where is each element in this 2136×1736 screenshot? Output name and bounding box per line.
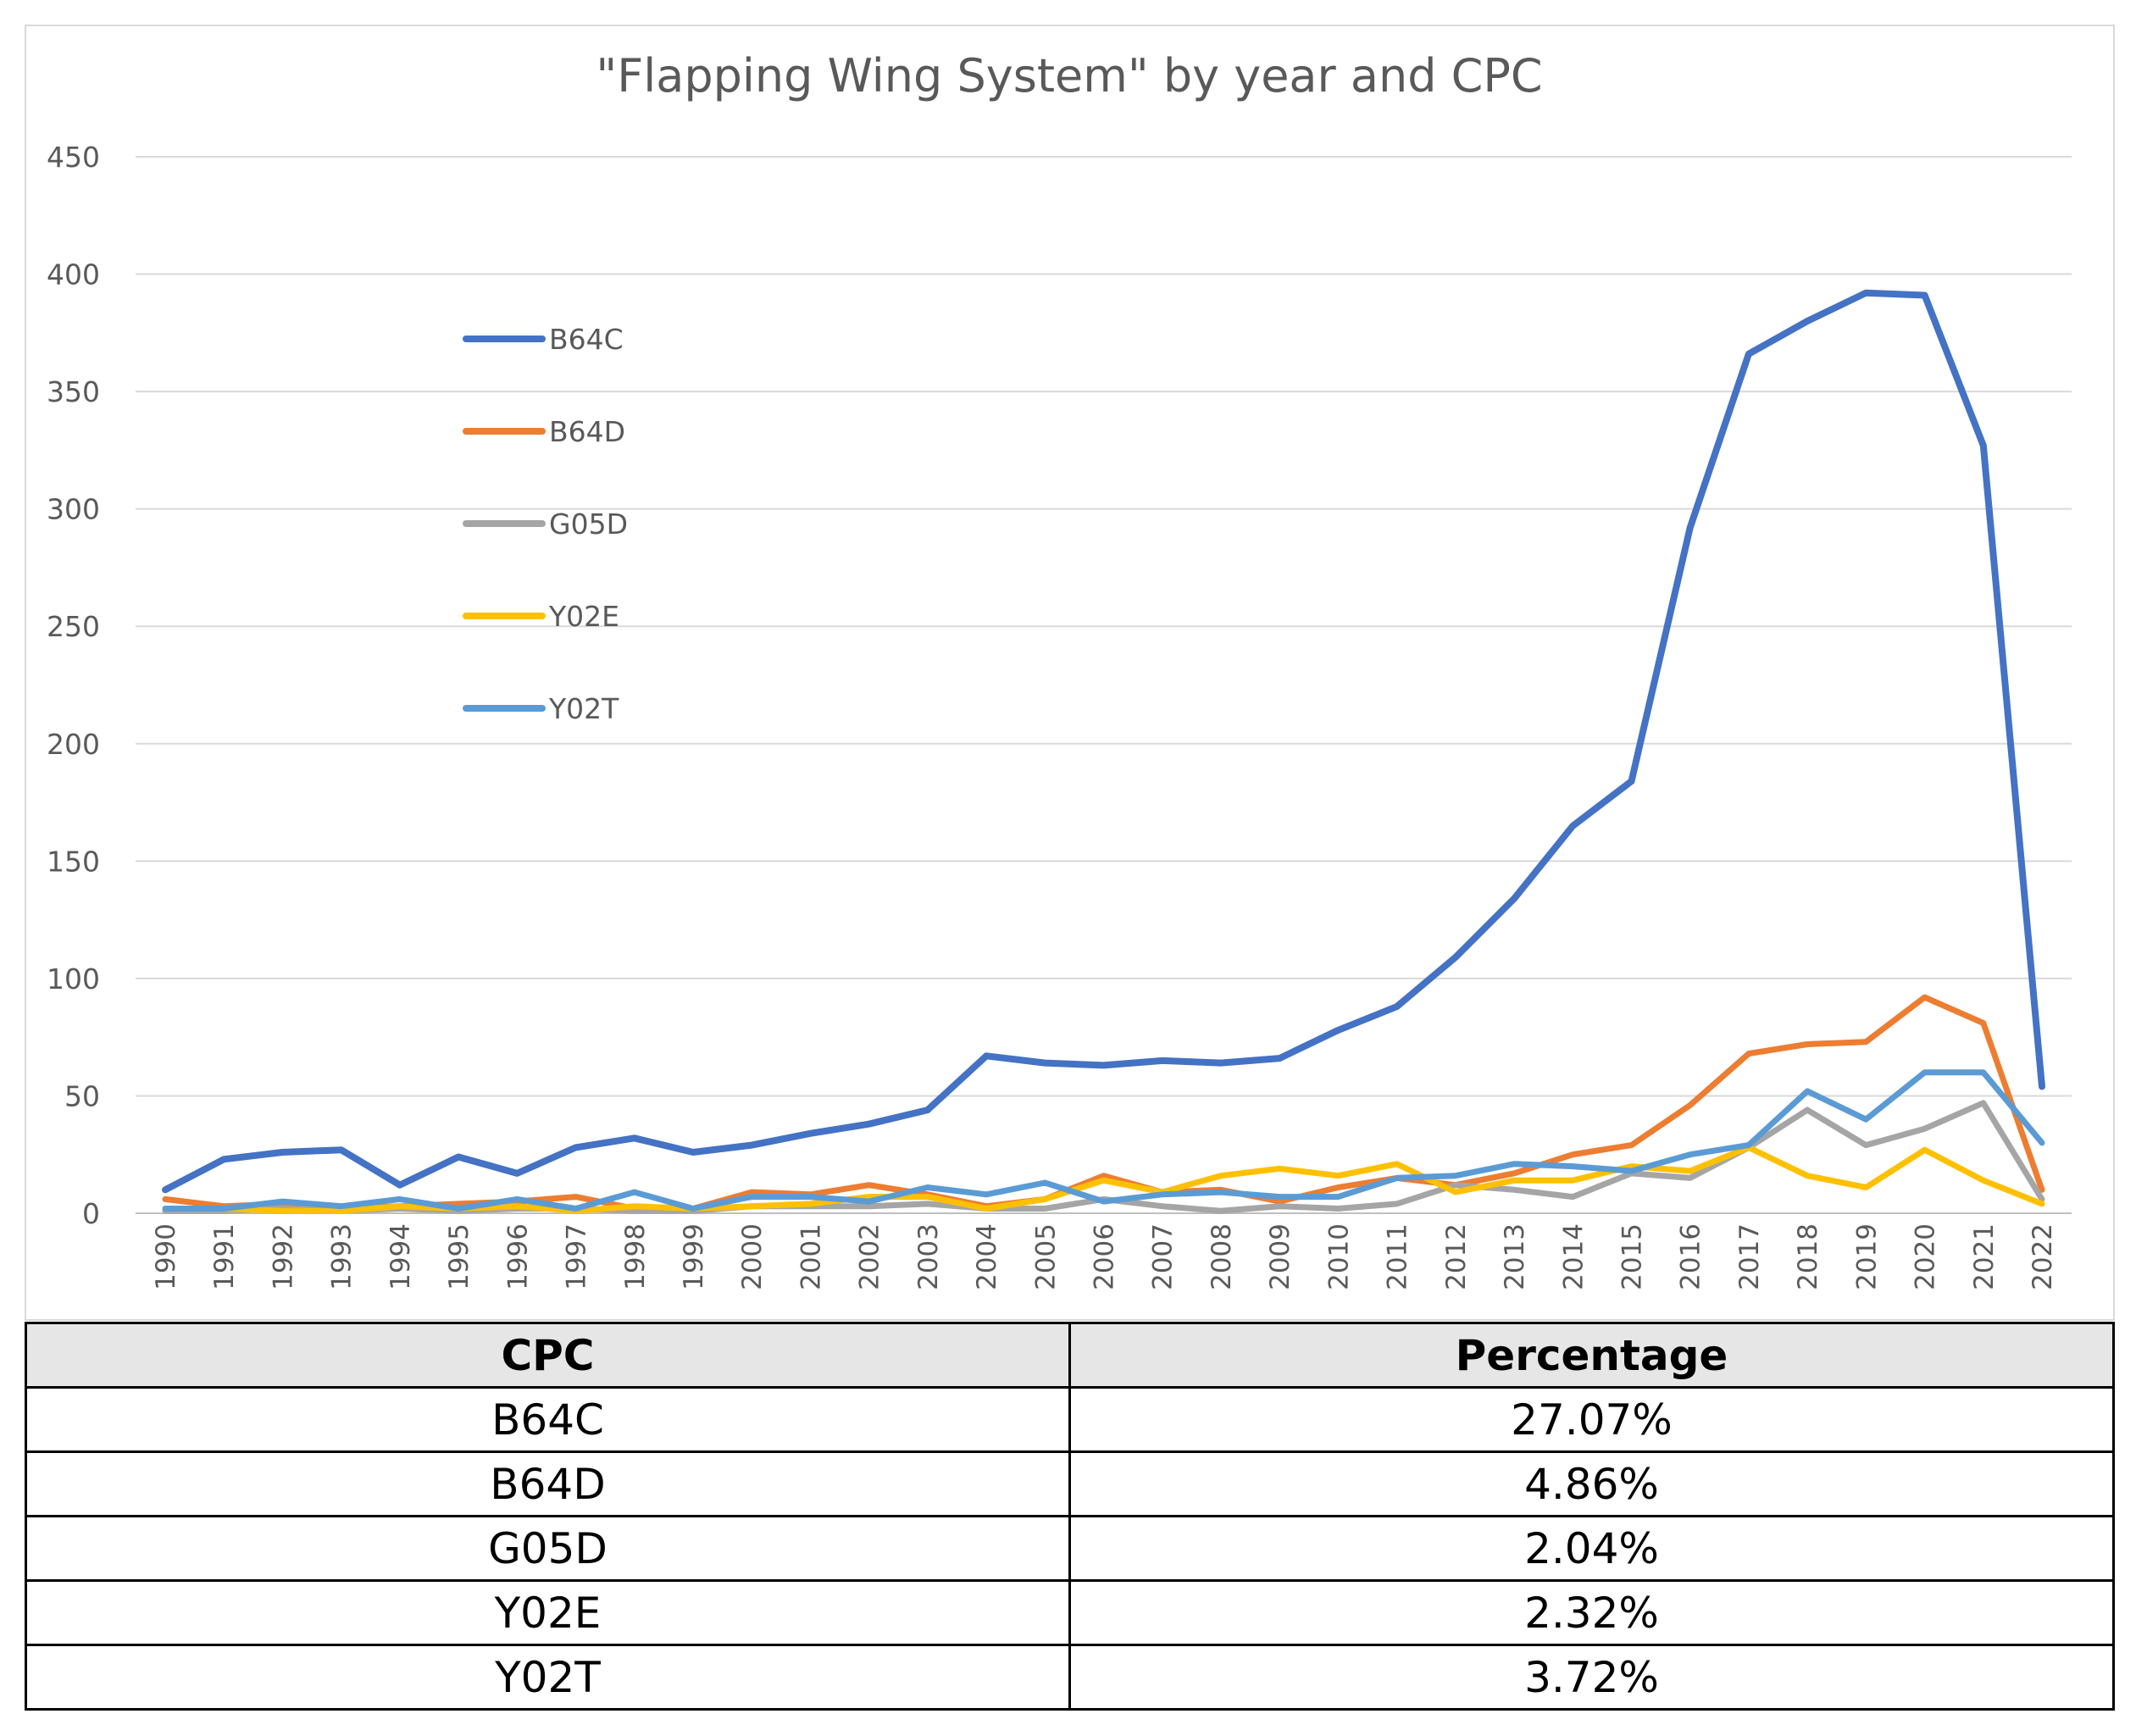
x-tick-label: 2002 bbox=[855, 1223, 885, 1290]
x-tick-label: 2021 bbox=[1969, 1223, 2000, 1290]
x-tick-label: 2008 bbox=[1207, 1223, 1237, 1290]
x-tick-label: 1995 bbox=[444, 1223, 474, 1290]
percentage-cell: 27.07% bbox=[1068, 1386, 2115, 1453]
x-tick-label: 2013 bbox=[1500, 1223, 1530, 1290]
series-lines bbox=[162, 289, 2045, 1214]
y-tick-label: 150 bbox=[47, 845, 100, 878]
y-tick-label: 0 bbox=[82, 1197, 100, 1230]
percentage-cell: 2.32% bbox=[1068, 1579, 2115, 1646]
x-tick-label: 2009 bbox=[1265, 1223, 1295, 1290]
table-header-row: CPC Percentage bbox=[25, 1322, 2115, 1389]
cpc-cell: B64D bbox=[25, 1450, 1071, 1517]
line-chart: "Flapping Wing System" by year and CPC 0… bbox=[47, 49, 2072, 1290]
x-tick-label: 1991 bbox=[209, 1223, 240, 1290]
x-tick-label: 1994 bbox=[386, 1223, 416, 1290]
table-row: B64D 4.86% bbox=[25, 1450, 2115, 1517]
y-tick-label: 300 bbox=[47, 493, 100, 526]
x-tick-label: 2005 bbox=[1030, 1223, 1061, 1290]
series-line-g05d bbox=[162, 1100, 2045, 1214]
x-tick-label: 2003 bbox=[913, 1223, 944, 1290]
legend-label: G05D bbox=[549, 507, 628, 541]
percentage-cell: 3.72% bbox=[1068, 1644, 2115, 1711]
legend-label: Y02T bbox=[548, 692, 619, 725]
chart-title: "Flapping Wing System" by year and CPC bbox=[596, 49, 1542, 103]
x-tick-label: 2019 bbox=[1851, 1223, 1882, 1290]
x-tick-label: 1998 bbox=[620, 1223, 651, 1290]
legend-label: Y02E bbox=[548, 600, 619, 633]
legend: B64C B64D G05D Y02E Y02T bbox=[463, 323, 628, 725]
table-row: Y02E 2.32% bbox=[25, 1579, 2115, 1646]
header-percentage: Percentage bbox=[1068, 1322, 2115, 1389]
y-tick-label: 400 bbox=[47, 258, 100, 291]
x-tick-label: 1997 bbox=[562, 1223, 592, 1290]
cpc-percentage-table: CPC Percentage B64C 27.07% B64D 4.86% G0… bbox=[25, 1322, 2115, 1711]
series-line-b64c bbox=[162, 289, 2045, 1194]
cpc-cell: G05D bbox=[25, 1515, 1071, 1582]
x-tick-label: 2014 bbox=[1558, 1223, 1589, 1290]
header-cpc: CPC bbox=[25, 1322, 1071, 1389]
x-tick-label: 1996 bbox=[502, 1223, 533, 1290]
x-tick-label: 2000 bbox=[737, 1223, 768, 1290]
x-tick-label: 2020 bbox=[1911, 1223, 1941, 1290]
gridlines bbox=[136, 156, 2072, 1214]
percentage-cell: 4.86% bbox=[1068, 1450, 2115, 1517]
x-tick-label: 2016 bbox=[1676, 1223, 1706, 1290]
x-tick-label: 2001 bbox=[796, 1223, 826, 1290]
x-tick-label: 1999 bbox=[679, 1223, 709, 1290]
x-tick-label: 2022 bbox=[2028, 1223, 2058, 1290]
x-tick-label: 2012 bbox=[1441, 1223, 1472, 1290]
table-row: B64C 27.07% bbox=[25, 1386, 2115, 1453]
table-row: Y02T 3.72% bbox=[25, 1644, 2115, 1711]
x-tick-label: 2006 bbox=[1090, 1223, 1120, 1290]
x-tick-label: 1992 bbox=[268, 1223, 298, 1290]
x-tick-label: 2015 bbox=[1617, 1223, 1647, 1290]
x-tick-label: 1993 bbox=[327, 1223, 358, 1290]
legend-label: B64C bbox=[549, 323, 624, 356]
x-tick-label: 2017 bbox=[1734, 1223, 1765, 1290]
series-line-b64d bbox=[162, 994, 2045, 1212]
x-axis-ticks: 1990 1991 1992 1993 1994 1995 1996 1997 1998 1999… bbox=[151, 1223, 2058, 1290]
x-tick-label: 2011 bbox=[1383, 1223, 1413, 1290]
cpc-cell: Y02T bbox=[25, 1644, 1071, 1711]
y-tick-label: 350 bbox=[47, 375, 100, 408]
series-line-y02t bbox=[162, 1069, 2045, 1212]
y-tick-label: 200 bbox=[47, 728, 100, 761]
x-tick-label: 2007 bbox=[1148, 1223, 1179, 1290]
legend-label: B64D bbox=[549, 415, 625, 448]
x-tick-label: 2018 bbox=[1793, 1223, 1823, 1290]
y-tick-label: 250 bbox=[47, 610, 100, 643]
x-tick-label: 2010 bbox=[1323, 1223, 1354, 1290]
x-tick-label: 2004 bbox=[972, 1223, 1002, 1290]
y-tick-label: 100 bbox=[47, 962, 100, 996]
cpc-cell: Y02E bbox=[25, 1579, 1071, 1646]
y-tick-label: 50 bbox=[64, 1079, 100, 1112]
chart-frame bbox=[25, 25, 2115, 1321]
percentage-cell: 2.04% bbox=[1068, 1515, 2115, 1582]
y-axis-ticks: 0 50 100 150 200 250 300 350 400 450 bbox=[47, 141, 100, 1230]
x-tick-label: 1990 bbox=[151, 1223, 181, 1290]
table-row: G05D 2.04% bbox=[25, 1515, 2115, 1582]
cpc-cell: B64C bbox=[25, 1386, 1071, 1453]
y-tick-label: 450 bbox=[47, 141, 100, 174]
